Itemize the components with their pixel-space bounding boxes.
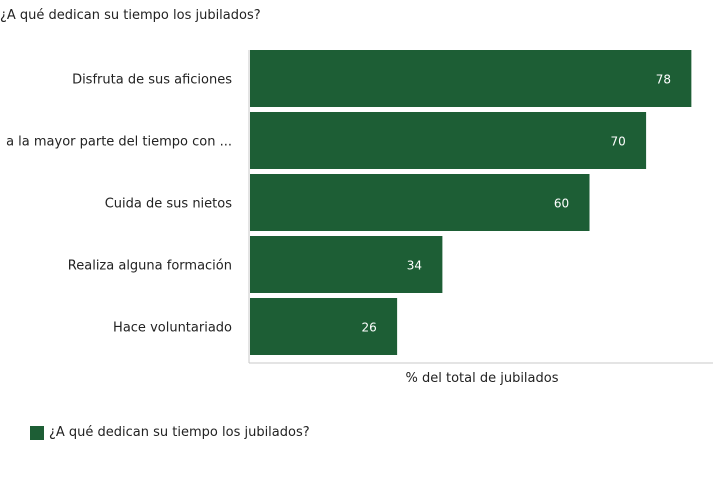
chart-title: ¿A qué dedican su tiempo los jubilados? xyxy=(0,8,261,23)
data-label: 26 xyxy=(361,321,376,335)
x-axis-title: % del total de jubilados xyxy=(405,371,559,386)
data-label: 34 xyxy=(407,259,422,273)
category-label: Cuida de sus nietos xyxy=(105,197,232,212)
data-label: 70 xyxy=(610,135,625,149)
category-label: Realiza alguna formación xyxy=(68,259,232,274)
legend[interactable]: ¿A qué dedican su tiempo los jubilados? xyxy=(30,425,310,440)
bar-1[interactable] xyxy=(250,50,692,107)
category-label: a la mayor parte del tiempo con ... xyxy=(6,135,232,150)
bar-4[interactable] xyxy=(250,236,443,293)
legend-swatch xyxy=(30,425,44,440)
data-label: 78 xyxy=(656,73,671,87)
category-label: Hace voluntariado xyxy=(113,321,232,336)
bars-group xyxy=(250,50,692,355)
data-labels-group: 78 70 60 34 26 xyxy=(361,73,671,335)
data-label: 60 xyxy=(554,197,569,211)
axis-group xyxy=(248,50,713,364)
bar-2[interactable] xyxy=(250,112,647,169)
bar-5[interactable] xyxy=(250,298,398,355)
legend-label: ¿A qué dedican su tiempo los jubilados? xyxy=(49,425,310,440)
category-labels-group: Disfruta de sus aficiones a la mayor part… xyxy=(6,73,232,336)
category-label: Disfruta de sus aficiones xyxy=(72,73,232,88)
bar-3[interactable] xyxy=(250,174,590,231)
